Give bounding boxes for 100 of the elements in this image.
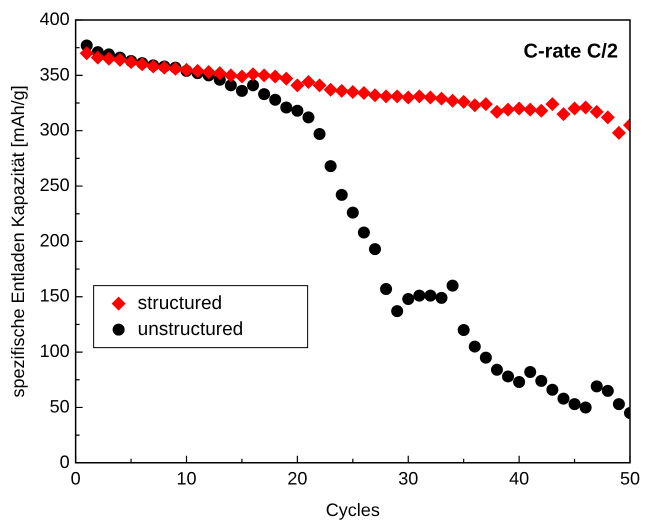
point bbox=[602, 384, 614, 397]
point bbox=[190, 64, 205, 78]
point bbox=[490, 364, 503, 376]
point bbox=[535, 374, 548, 387]
point bbox=[557, 392, 570, 405]
y-axis-title: spezifische Entladen Kapazität [mAh/g] bbox=[8, 85, 28, 398]
point bbox=[90, 50, 105, 65]
point bbox=[236, 84, 248, 97]
y-tick-label: 400 bbox=[40, 8, 70, 29]
point bbox=[468, 340, 481, 353]
point bbox=[368, 88, 382, 102]
point bbox=[257, 68, 272, 82]
point bbox=[291, 104, 304, 117]
y-tick-label: 50 bbox=[50, 396, 70, 416]
point bbox=[402, 292, 414, 305]
point bbox=[590, 380, 603, 392]
point bbox=[380, 283, 392, 295]
point bbox=[534, 104, 548, 118]
point bbox=[124, 55, 138, 70]
y-tick-label: 250 bbox=[40, 175, 70, 196]
point bbox=[401, 90, 416, 104]
point bbox=[390, 89, 404, 104]
point bbox=[212, 66, 227, 80]
point bbox=[336, 188, 348, 201]
point bbox=[258, 88, 270, 100]
point bbox=[246, 67, 260, 82]
y-tick-label: 200 bbox=[40, 230, 70, 250]
point bbox=[458, 324, 470, 336]
point bbox=[446, 94, 460, 108]
y-tick-label: 350 bbox=[40, 64, 70, 84]
point bbox=[412, 89, 426, 104]
point bbox=[346, 206, 359, 219]
point bbox=[290, 78, 304, 92]
point bbox=[346, 84, 360, 99]
point bbox=[312, 78, 327, 92]
point bbox=[314, 128, 326, 140]
point bbox=[468, 98, 482, 112]
point bbox=[112, 52, 127, 67]
point bbox=[202, 65, 216, 80]
point bbox=[434, 92, 449, 106]
point bbox=[368, 243, 381, 256]
point bbox=[423, 90, 438, 104]
point bbox=[436, 292, 448, 304]
point bbox=[247, 79, 260, 92]
point bbox=[224, 68, 238, 82]
point bbox=[580, 401, 592, 414]
point bbox=[268, 69, 282, 84]
point bbox=[324, 82, 338, 97]
y-tick-label: 150 bbox=[40, 286, 70, 306]
point bbox=[456, 94, 471, 109]
point bbox=[545, 97, 560, 112]
point bbox=[524, 366, 536, 378]
point bbox=[446, 280, 459, 292]
point bbox=[391, 305, 404, 318]
point bbox=[279, 72, 294, 86]
point bbox=[568, 398, 581, 410]
point bbox=[590, 104, 604, 119]
point bbox=[379, 89, 394, 104]
point bbox=[356, 86, 371, 100]
point bbox=[157, 60, 172, 75]
point bbox=[546, 384, 558, 396]
point bbox=[513, 376, 526, 388]
x-tick-label: 40 bbox=[509, 468, 530, 489]
point bbox=[80, 46, 94, 60]
y-tick-label: 300 bbox=[40, 120, 70, 140]
point bbox=[413, 290, 426, 302]
point bbox=[301, 74, 316, 89]
point bbox=[478, 97, 493, 112]
point bbox=[600, 110, 615, 124]
point bbox=[501, 102, 516, 117]
x-tick-label: 10 bbox=[176, 468, 197, 489]
point bbox=[324, 160, 337, 172]
point bbox=[280, 101, 292, 114]
legend-label: unstructured bbox=[138, 318, 244, 340]
x-axis-title: Cycles bbox=[326, 500, 380, 520]
point bbox=[568, 102, 582, 116]
y-tick-label: 0 bbox=[60, 452, 70, 472]
point bbox=[424, 290, 436, 302]
point bbox=[578, 100, 593, 114]
point bbox=[512, 102, 526, 116]
point bbox=[224, 79, 237, 92]
point bbox=[334, 84, 349, 98]
point bbox=[234, 69, 249, 84]
point bbox=[302, 111, 314, 124]
x-tick-label: 50 bbox=[620, 468, 640, 489]
point bbox=[490, 104, 504, 119]
point bbox=[556, 107, 570, 122]
x-tick-label: 30 bbox=[398, 468, 418, 489]
point bbox=[269, 94, 282, 106]
point bbox=[502, 370, 514, 382]
point bbox=[612, 398, 625, 410]
y-tick-label: 100 bbox=[40, 341, 70, 362]
point bbox=[612, 126, 626, 140]
annotation: C-rate C/2 bbox=[524, 40, 618, 63]
point bbox=[480, 352, 492, 364]
legend-label: structured bbox=[138, 292, 222, 314]
point bbox=[523, 102, 538, 117]
x-tick-label: 20 bbox=[287, 468, 308, 489]
point bbox=[358, 226, 370, 239]
point bbox=[102, 52, 116, 66]
